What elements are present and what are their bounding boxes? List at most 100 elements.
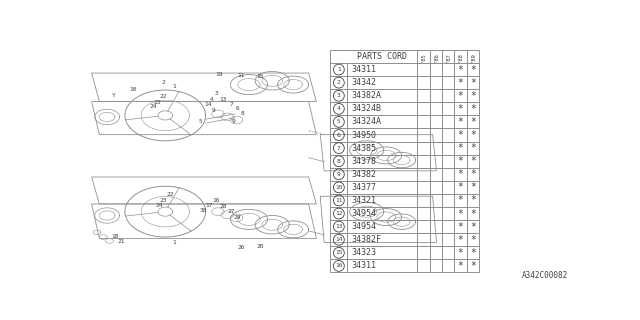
Bar xyxy=(454,141,467,155)
Bar xyxy=(348,260,417,273)
Text: '89: '89 xyxy=(470,52,476,62)
Bar xyxy=(348,89,417,102)
Bar xyxy=(330,246,348,260)
Text: 26: 26 xyxy=(237,245,245,250)
Bar xyxy=(348,76,417,89)
Text: 15: 15 xyxy=(335,250,342,255)
Text: *: * xyxy=(470,261,476,271)
Text: *: * xyxy=(458,156,463,166)
Text: 7: 7 xyxy=(229,102,233,107)
Bar xyxy=(442,76,454,89)
Bar xyxy=(467,220,479,233)
Text: 5: 5 xyxy=(337,119,340,124)
Bar xyxy=(429,220,442,233)
Bar xyxy=(454,63,467,76)
Bar xyxy=(330,168,348,181)
Bar xyxy=(330,260,348,273)
Text: 1: 1 xyxy=(173,84,177,89)
Bar xyxy=(348,181,417,194)
Text: 14: 14 xyxy=(204,102,212,107)
Text: 11: 11 xyxy=(237,73,245,78)
Text: *: * xyxy=(470,222,476,232)
Bar xyxy=(330,89,348,102)
Text: 7: 7 xyxy=(337,146,340,151)
Text: *: * xyxy=(470,65,476,75)
Bar xyxy=(454,102,467,116)
Bar xyxy=(467,207,479,220)
Bar xyxy=(417,155,429,168)
Bar xyxy=(348,129,417,141)
Text: *: * xyxy=(458,169,463,179)
Text: 8: 8 xyxy=(337,159,340,164)
Text: 24: 24 xyxy=(150,104,157,109)
Text: *: * xyxy=(458,91,463,101)
Text: 6: 6 xyxy=(337,132,340,138)
Text: 3: 3 xyxy=(214,91,218,96)
Bar xyxy=(442,129,454,141)
Text: 11: 11 xyxy=(335,198,342,203)
Bar xyxy=(442,194,454,207)
Bar xyxy=(330,76,348,89)
Text: 16: 16 xyxy=(335,263,342,268)
Bar xyxy=(454,168,467,181)
Text: *: * xyxy=(470,130,476,140)
Text: 34954: 34954 xyxy=(351,209,376,218)
Bar xyxy=(417,50,429,63)
Bar xyxy=(442,50,454,63)
Bar xyxy=(467,50,479,63)
Text: *: * xyxy=(458,248,463,258)
Text: 18: 18 xyxy=(111,234,118,239)
Text: 34342: 34342 xyxy=(351,78,376,87)
Bar xyxy=(348,141,417,155)
Text: 34324A: 34324A xyxy=(351,117,381,126)
Text: *: * xyxy=(458,78,463,88)
Bar xyxy=(442,63,454,76)
Text: *: * xyxy=(470,248,476,258)
Text: 34950: 34950 xyxy=(351,131,376,140)
Text: 6: 6 xyxy=(236,106,239,111)
Bar xyxy=(429,63,442,76)
Bar xyxy=(442,102,454,116)
Bar xyxy=(429,155,442,168)
Text: 9: 9 xyxy=(337,172,340,177)
Text: *: * xyxy=(470,91,476,101)
Text: *: * xyxy=(470,235,476,245)
Bar xyxy=(429,233,442,246)
Bar xyxy=(330,102,348,116)
Text: PARTS CORD: PARTS CORD xyxy=(357,52,407,61)
Bar xyxy=(429,76,442,89)
Text: 28: 28 xyxy=(220,204,227,209)
Bar xyxy=(467,260,479,273)
Text: 22: 22 xyxy=(160,94,168,100)
Bar xyxy=(467,168,479,181)
Text: 22: 22 xyxy=(166,192,173,197)
Bar xyxy=(417,220,429,233)
Text: A342C00082: A342C00082 xyxy=(522,271,568,280)
Text: 34382F: 34382F xyxy=(351,235,381,244)
Bar xyxy=(348,220,417,233)
Bar xyxy=(467,102,479,116)
Bar xyxy=(454,89,467,102)
Text: *: * xyxy=(458,104,463,114)
Text: *: * xyxy=(458,209,463,219)
Text: *: * xyxy=(458,182,463,192)
Bar xyxy=(442,220,454,233)
Bar xyxy=(454,116,467,129)
Text: *: * xyxy=(458,130,463,140)
Bar xyxy=(467,76,479,89)
Bar xyxy=(348,246,417,260)
Bar xyxy=(330,181,348,194)
Bar xyxy=(330,207,348,220)
Bar xyxy=(348,194,417,207)
Text: 23: 23 xyxy=(154,100,161,105)
Text: 1: 1 xyxy=(173,240,177,245)
Bar xyxy=(429,102,442,116)
Bar xyxy=(442,181,454,194)
Text: 19: 19 xyxy=(216,72,223,77)
Text: 34311: 34311 xyxy=(351,261,376,270)
Bar xyxy=(429,194,442,207)
Bar xyxy=(454,220,467,233)
Text: Y: Y xyxy=(111,93,115,98)
Text: *: * xyxy=(458,65,463,75)
Text: 13: 13 xyxy=(335,224,342,229)
